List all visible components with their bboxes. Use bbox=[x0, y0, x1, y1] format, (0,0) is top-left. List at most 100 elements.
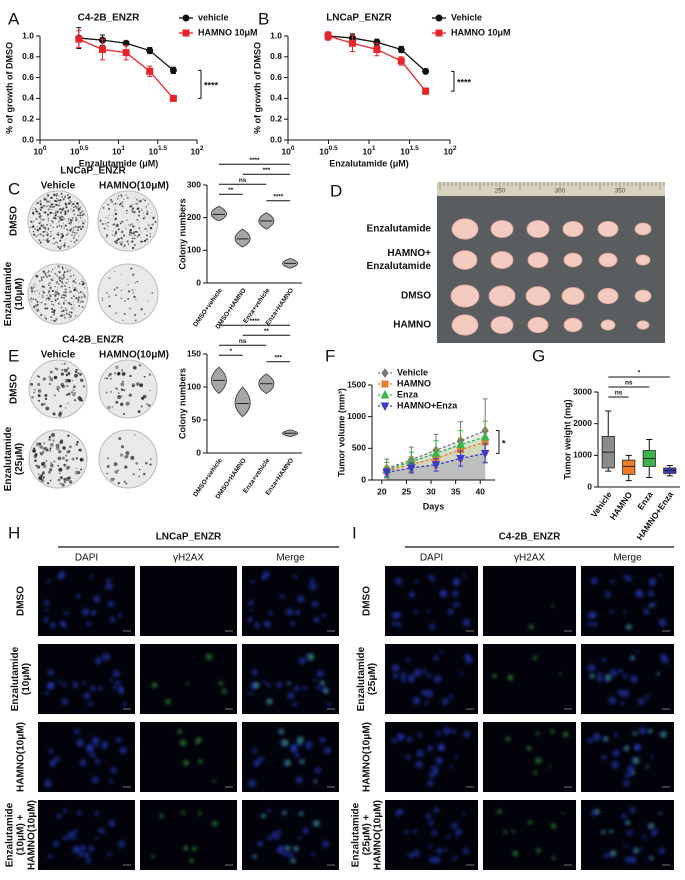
colony bbox=[136, 207, 139, 211]
colony bbox=[140, 405, 143, 408]
colony bbox=[60, 285, 64, 288]
colony bbox=[60, 296, 63, 299]
x-tick-label: 101.5 bbox=[148, 145, 167, 157]
nucleus bbox=[404, 829, 409, 835]
colony bbox=[70, 297, 73, 300]
colony bbox=[140, 237, 142, 239]
nucleus bbox=[309, 582, 317, 591]
colony bbox=[62, 207, 65, 210]
colony bbox=[76, 440, 79, 444]
colony bbox=[57, 292, 60, 295]
colony bbox=[51, 289, 54, 292]
nucleus bbox=[62, 808, 67, 813]
colony bbox=[123, 312, 126, 315]
colony bbox=[61, 315, 64, 317]
y-tick-label: 0.0 bbox=[22, 134, 34, 144]
colony bbox=[132, 273, 135, 276]
colony bbox=[81, 225, 85, 228]
colony bbox=[64, 288, 67, 291]
colony bbox=[74, 242, 76, 244]
colony bbox=[40, 206, 43, 209]
data-point bbox=[480, 449, 490, 459]
colony bbox=[73, 391, 77, 394]
nucleus bbox=[624, 772, 631, 779]
colony bbox=[43, 276, 45, 278]
tumor bbox=[597, 220, 619, 238]
nucleus bbox=[454, 831, 460, 837]
colony bbox=[66, 450, 70, 454]
colony bbox=[110, 198, 113, 201]
colony bbox=[122, 380, 124, 383]
nucleus bbox=[93, 595, 101, 603]
nucleus bbox=[94, 836, 98, 840]
micrograph bbox=[581, 644, 674, 714]
colony bbox=[61, 208, 64, 212]
y-tick-label: 0.4 bbox=[270, 93, 282, 103]
colony bbox=[146, 212, 149, 215]
colony bbox=[39, 241, 42, 244]
colony bbox=[58, 199, 60, 201]
colony bbox=[72, 287, 74, 289]
colony-well bbox=[97, 190, 159, 252]
colony bbox=[68, 445, 72, 449]
nucleus bbox=[313, 616, 320, 623]
colony bbox=[46, 213, 50, 216]
colony bbox=[71, 210, 73, 213]
colony bbox=[101, 222, 104, 226]
micrograph bbox=[38, 800, 135, 870]
colony bbox=[129, 224, 131, 226]
foci bbox=[151, 682, 158, 688]
foci bbox=[267, 698, 273, 705]
colony bbox=[56, 193, 58, 195]
colony bbox=[78, 397, 83, 402]
colony bbox=[140, 240, 143, 243]
colony bbox=[36, 226, 38, 228]
row-label: Enzalutamide bbox=[356, 646, 367, 711]
panel-title: LNCaP_ENZR bbox=[156, 532, 222, 543]
y-tick-label: 1.0 bbox=[22, 30, 34, 40]
colony bbox=[139, 200, 142, 203]
colony bbox=[52, 212, 54, 214]
colony bbox=[48, 270, 50, 272]
colony bbox=[64, 407, 67, 409]
colony bbox=[116, 239, 118, 242]
box bbox=[622, 459, 636, 475]
colony bbox=[45, 460, 48, 462]
nucleus bbox=[463, 730, 471, 738]
colony bbox=[135, 298, 137, 301]
colony bbox=[43, 198, 46, 201]
colony bbox=[53, 313, 56, 316]
nucleus bbox=[590, 577, 599, 585]
colony bbox=[151, 291, 154, 294]
colony bbox=[131, 203, 133, 206]
colony bbox=[61, 363, 63, 365]
colony-well bbox=[97, 263, 159, 325]
colony bbox=[144, 313, 146, 315]
colony bbox=[135, 289, 137, 291]
colony bbox=[70, 224, 72, 226]
colony bbox=[64, 210, 67, 213]
x-tick-label: 100 bbox=[281, 145, 294, 157]
colony bbox=[37, 382, 41, 387]
chart-title: C4-2B_ENZR bbox=[78, 13, 140, 24]
colony bbox=[121, 221, 123, 223]
colony bbox=[126, 196, 129, 198]
colony bbox=[64, 196, 66, 199]
colony bbox=[70, 314, 72, 317]
foci bbox=[307, 653, 315, 660]
colony bbox=[53, 242, 55, 245]
nucleus bbox=[400, 676, 407, 683]
colony bbox=[52, 277, 54, 279]
nucleus bbox=[427, 780, 434, 787]
row-label: Enzalutamide bbox=[10, 646, 21, 711]
colony bbox=[133, 433, 136, 436]
nucleus bbox=[623, 780, 630, 787]
colony bbox=[58, 294, 60, 296]
colony bbox=[40, 474, 44, 478]
colony bbox=[61, 234, 65, 238]
nucleus bbox=[248, 691, 253, 695]
colony bbox=[78, 292, 80, 294]
colony bbox=[80, 378, 84, 382]
colony bbox=[111, 406, 114, 408]
nucleus bbox=[257, 756, 264, 763]
